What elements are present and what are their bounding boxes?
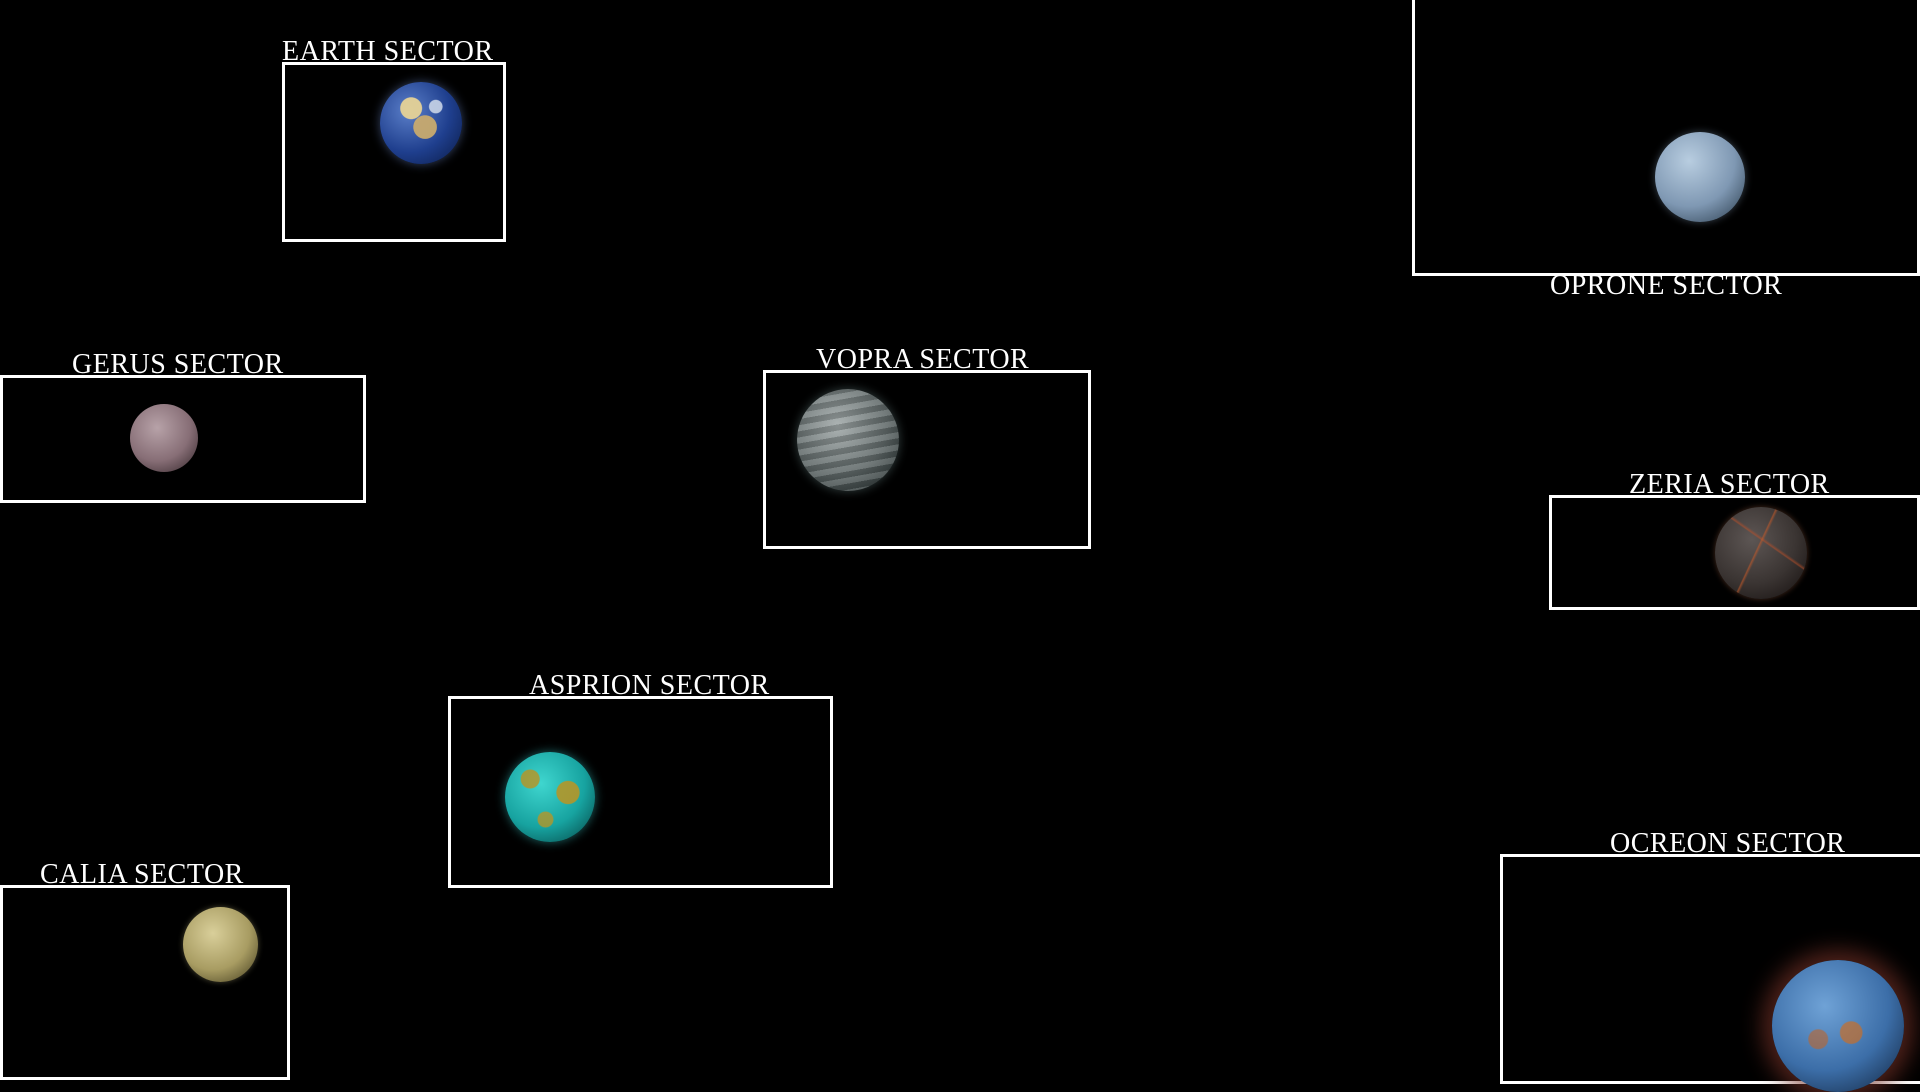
vopra-sector-label[interactable]: VOPRA SECTOR bbox=[816, 344, 1030, 375]
asprion-sector-box[interactable] bbox=[448, 696, 833, 888]
calia-sector-label[interactable]: CALIA SECTOR bbox=[40, 859, 244, 890]
oprone-sector-box[interactable] bbox=[1412, 0, 1920, 276]
zeria-sector-box[interactable] bbox=[1549, 495, 1920, 610]
vopra-sector-box[interactable] bbox=[763, 370, 1091, 549]
asprion-planet-icon[interactable] bbox=[505, 752, 595, 842]
oprone-sector-label[interactable]: OPRONE SECTOR bbox=[1550, 270, 1783, 301]
calia-sector-box[interactable] bbox=[0, 885, 290, 1080]
vopra-planet-icon[interactable] bbox=[797, 389, 899, 491]
calia-planet-icon[interactable] bbox=[183, 907, 258, 982]
earth-sector-box[interactable] bbox=[282, 62, 506, 242]
gerus-sector-label[interactable]: GERUS SECTOR bbox=[72, 349, 284, 380]
ocreon-planet-icon[interactable] bbox=[1772, 960, 1904, 1092]
earth-sector-label[interactable]: EARTH SECTOR bbox=[282, 36, 494, 67]
oprone-planet-icon[interactable] bbox=[1655, 132, 1745, 222]
zeria-planet-icon[interactable] bbox=[1715, 507, 1807, 599]
gerus-planet-icon[interactable] bbox=[130, 404, 198, 472]
asprion-sector-label[interactable]: ASPRION SECTOR bbox=[529, 670, 770, 701]
ocreon-sector-label[interactable]: OCREON SECTOR bbox=[1610, 828, 1846, 859]
gerus-sector-box[interactable] bbox=[0, 375, 366, 503]
earth-planet-icon[interactable] bbox=[380, 82, 462, 164]
zeria-sector-label[interactable]: ZERIA SECTOR bbox=[1629, 469, 1830, 500]
